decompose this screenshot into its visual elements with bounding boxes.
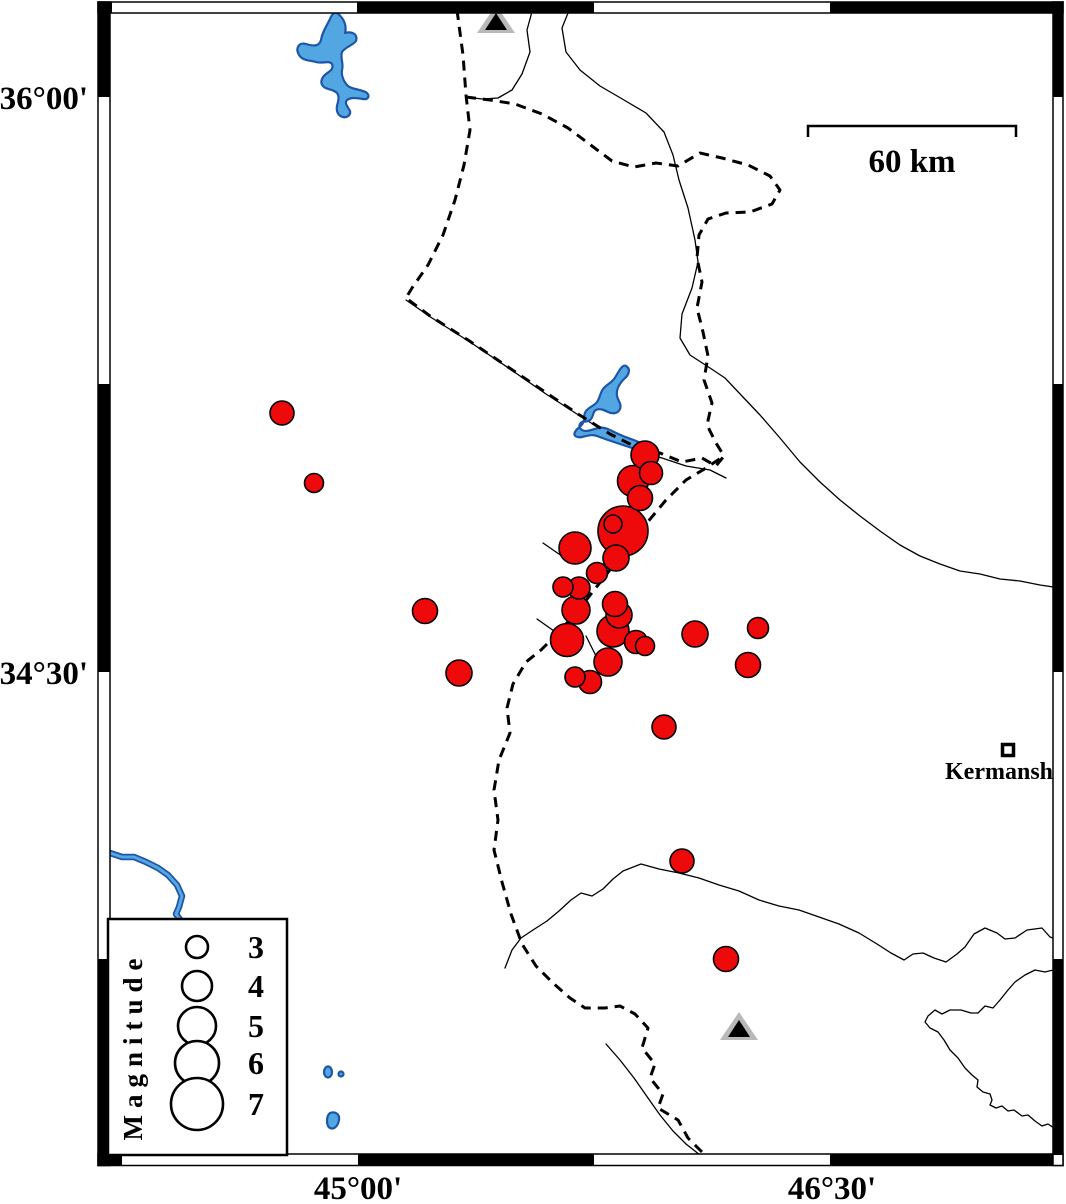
province-line <box>605 1043 700 1154</box>
station-triangle-inner-icon <box>485 13 507 30</box>
legend-mag-label: 5 <box>248 1008 264 1044</box>
lat-label-34-30: 34°30' <box>0 656 88 692</box>
legend-mag-label: 7 <box>248 1086 264 1122</box>
pond <box>337 1070 345 1078</box>
country-border-dashed <box>404 13 782 1154</box>
epicenter-marker <box>712 945 740 973</box>
legend-title: Magnitude <box>118 951 148 1140</box>
pond <box>322 1065 334 1079</box>
city-marker-group: Kermansh <box>945 742 1053 785</box>
legend-mag-label: 3 <box>248 929 264 965</box>
lake-reservoir <box>573 364 652 455</box>
lat-label-36: 36°00' <box>0 81 88 117</box>
epicenter-marker <box>681 620 709 648</box>
legend-size-circle <box>184 934 210 960</box>
epicenter-marker <box>552 576 574 598</box>
legend-mag-label: 4 <box>248 968 264 1004</box>
legend-size-circle <box>176 1005 218 1047</box>
epicenter-marker <box>549 622 585 658</box>
epicenter-marker <box>593 647 623 677</box>
magnitude-legend: Magnitude 34 56 7 <box>106 917 289 1157</box>
border-dashed-north <box>465 95 782 457</box>
lake-north <box>296 13 370 119</box>
epicenter-marker <box>269 400 295 426</box>
epicenter-marker <box>603 514 623 534</box>
epicenter-marker <box>746 616 770 640</box>
epicenter-marker <box>558 531 592 565</box>
lakes <box>296 13 652 1130</box>
river-casing <box>110 849 186 925</box>
coordinate-labels: 36°00' 34°30' 45°00' 46°30' <box>0 81 876 1204</box>
scale-bar: 60 km <box>806 124 1018 180</box>
epicenter-marker <box>651 714 677 740</box>
city-label: Kermansh <box>945 759 1053 785</box>
legend-size-circle <box>169 1076 225 1132</box>
epicenter-marker <box>585 561 609 585</box>
epicenter-marker <box>626 484 654 512</box>
province-line <box>405 299 727 479</box>
legend-size-circle <box>180 969 214 1003</box>
epicenter-marker <box>634 635 656 657</box>
frame-black-segments <box>98 2 1063 1166</box>
lon-label-45: 45°00' <box>314 1171 402 1204</box>
legend-entries: 34 56 7 <box>169 929 264 1132</box>
river-water <box>110 851 184 923</box>
province-line <box>561 13 1053 588</box>
scale-bar-bracket <box>806 124 1018 137</box>
city-square-marker <box>1000 742 1016 758</box>
province-line <box>924 969 1053 1129</box>
epicenter-marker <box>411 597 439 625</box>
scale-bar-label: 60 km <box>868 144 955 180</box>
lon-label-46-30: 46°30' <box>788 1171 876 1204</box>
epicenter-marker <box>564 666 586 688</box>
epicenter-marker <box>561 595 591 625</box>
pond <box>325 1111 341 1130</box>
map-frame <box>97 1 1064 1167</box>
epicenter-marker <box>303 472 325 494</box>
epicenter-marker <box>638 460 664 486</box>
epicenter-marker <box>602 544 630 572</box>
province-lines <box>405 13 1053 1154</box>
epicenter-marker <box>601 590 629 618</box>
epicenter-marker <box>669 848 695 874</box>
epicenters-layer <box>269 400 770 973</box>
epicenter-marker <box>445 659 473 687</box>
river <box>110 849 186 925</box>
legend-mag-label: 6 <box>248 1045 264 1081</box>
station-triangle-inner-icon <box>728 1020 750 1037</box>
stations-layer <box>477 5 758 1040</box>
province-line <box>504 863 1053 969</box>
epicenter-marker <box>734 651 762 679</box>
